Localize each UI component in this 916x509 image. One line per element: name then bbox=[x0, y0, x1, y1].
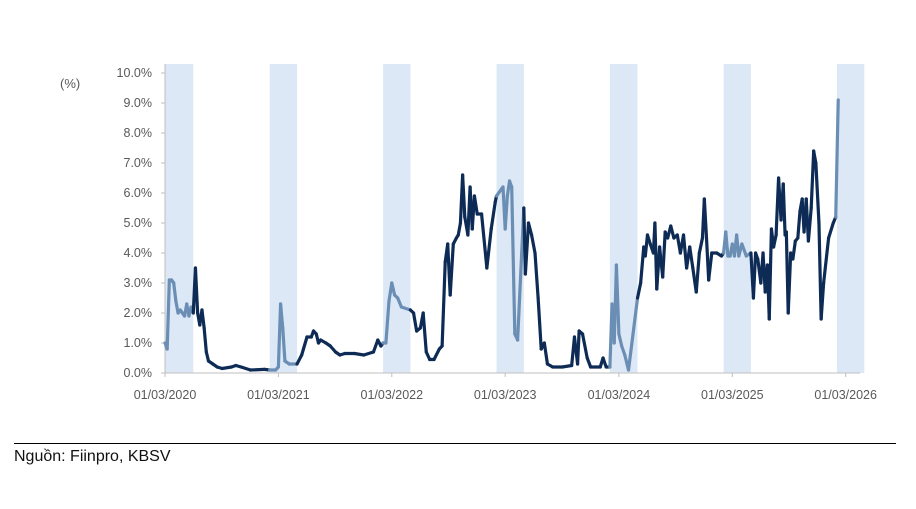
y-tick-label: 0.0% bbox=[124, 366, 153, 380]
series-0-segment bbox=[510, 185, 517, 336]
series-0-segment bbox=[479, 212, 489, 270]
source-note: Nguồn: Fiinpro, KBSV bbox=[14, 448, 171, 465]
series-0-segment bbox=[411, 311, 419, 333]
y-tick-label: 5.0% bbox=[124, 216, 153, 230]
series-0-segment bbox=[617, 332, 624, 348]
series-lines bbox=[163, 98, 840, 372]
series-0-segment bbox=[461, 173, 467, 219]
series-0-segment bbox=[202, 326, 208, 354]
series-0-segment bbox=[767, 227, 774, 321]
y-tick-label: 4.0% bbox=[124, 246, 153, 260]
series-0-segment bbox=[542, 341, 550, 366]
series-0-segment bbox=[626, 296, 640, 372]
series-0-segment bbox=[362, 350, 376, 357]
series-0-segment bbox=[740, 242, 748, 258]
y-tick-label: 9.0% bbox=[124, 96, 153, 110]
x-tick-label: 01/03/2021 bbox=[247, 388, 310, 402]
series-0-segment bbox=[489, 200, 497, 231]
series-0-segment bbox=[456, 221, 463, 237]
series-0-segment bbox=[300, 335, 309, 357]
series-0-segment bbox=[702, 197, 709, 240]
series-0-segment bbox=[193, 266, 200, 315]
series-0-segment bbox=[390, 281, 397, 297]
shaded-period-0 bbox=[165, 64, 194, 373]
series-0-segment bbox=[281, 326, 287, 363]
y-tick-label: 1.0% bbox=[124, 336, 153, 350]
series-0-segment bbox=[834, 98, 840, 219]
series-0-segment bbox=[526, 221, 534, 237]
series-0-segment bbox=[536, 296, 543, 351]
series-0-segment bbox=[432, 347, 441, 362]
series-0-segment bbox=[384, 299, 391, 345]
series-0-segment bbox=[814, 161, 821, 225]
shaded-period-5 bbox=[723, 64, 751, 373]
series-0-segment bbox=[635, 281, 643, 300]
series-0-segment bbox=[585, 356, 593, 369]
series-0-segment bbox=[575, 329, 581, 366]
y-tick-label: 2.0% bbox=[124, 306, 153, 320]
series-0-segment bbox=[396, 296, 404, 309]
x-tick-label: 01/03/2024 bbox=[588, 388, 651, 402]
series-0-segment bbox=[751, 251, 758, 300]
series-0-segment bbox=[295, 353, 304, 366]
series-0-segment bbox=[165, 278, 171, 351]
y-axis-unit-label: (%) bbox=[60, 76, 80, 91]
series-0-segment bbox=[697, 236, 705, 255]
tick-labels: 0.0% 1.0% 2.0% 3.0% 4.0% 5.0% 6.0% 7.0% 8.0% 9.0%… bbox=[117, 66, 877, 402]
shaded-period-6 bbox=[836, 64, 865, 373]
y-tick-label: 3.0% bbox=[124, 276, 153, 290]
x-tick-label: 01/03/2025 bbox=[701, 388, 764, 402]
series-0-segment bbox=[503, 194, 509, 231]
series-0-segment bbox=[796, 209, 802, 240]
series-0-segment bbox=[248, 367, 267, 372]
series-0-segment bbox=[529, 233, 537, 255]
source-divider bbox=[14, 443, 896, 444]
series-0-segment bbox=[688, 245, 695, 270]
series-0-segment bbox=[440, 260, 447, 348]
series-0-segment bbox=[694, 251, 701, 294]
series-0-segment bbox=[421, 311, 428, 354]
series-0-segment bbox=[523, 221, 531, 276]
x-tick-label: 01/03/2020 bbox=[134, 388, 197, 402]
series-0-segment bbox=[239, 365, 253, 372]
x-tick-label: 01/03/2022 bbox=[361, 388, 424, 402]
series-0-segment bbox=[812, 149, 818, 165]
series-0-segment bbox=[448, 242, 455, 297]
series-0-segment bbox=[786, 251, 793, 315]
series-0-segment bbox=[533, 251, 540, 300]
y-tick-label: 10.0% bbox=[117, 66, 152, 80]
series-0-segment bbox=[724, 230, 730, 258]
series-0-segment bbox=[806, 206, 813, 243]
y-tick-label: 7.0% bbox=[124, 156, 153, 170]
series-0-segment bbox=[809, 149, 816, 210]
series-0-segment bbox=[669, 224, 676, 240]
series-0-segment bbox=[772, 233, 778, 249]
x-tick-label: 01/03/2023 bbox=[474, 388, 537, 402]
series-0-segment bbox=[819, 281, 826, 321]
series-0-segment bbox=[781, 182, 787, 237]
series-0-segment bbox=[200, 308, 206, 330]
series-0-segment bbox=[826, 221, 835, 240]
series-0-segment bbox=[172, 281, 178, 303]
y-tick-label: 6.0% bbox=[124, 186, 153, 200]
series-0-segment bbox=[580, 332, 589, 360]
series-0-segment bbox=[472, 194, 479, 216]
y-tick-label: 8.0% bbox=[124, 126, 153, 140]
series-0-segment bbox=[485, 227, 493, 270]
x-tick-label: 01/03/2026 bbox=[814, 388, 877, 402]
chart-axes bbox=[161, 64, 860, 377]
series-0-segment bbox=[707, 251, 714, 282]
series-0-segment bbox=[791, 239, 797, 261]
series-0-segment bbox=[278, 302, 285, 330]
series-0-segment bbox=[661, 230, 667, 279]
series-0-segment bbox=[822, 236, 831, 285]
series-0-segment bbox=[614, 263, 621, 336]
